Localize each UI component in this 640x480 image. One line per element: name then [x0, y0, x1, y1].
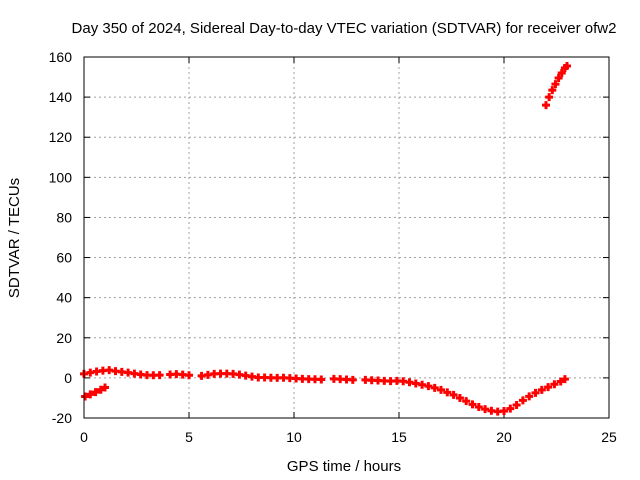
data-point: [554, 74, 563, 83]
data-point: [468, 400, 477, 409]
data-point: [537, 385, 546, 394]
x-tick-label: 10: [286, 429, 302, 445]
data-point: [518, 396, 527, 405]
data-point: [563, 62, 571, 71]
plot-frame: [83, 56, 610, 419]
y-tick-label: 0: [64, 370, 72, 386]
x-tick-label: 15: [391, 429, 407, 445]
data-point: [185, 371, 193, 380]
data-point: [96, 385, 105, 394]
y-tick-label: -20: [52, 410, 72, 426]
data-point: [430, 383, 439, 392]
y-tick-label: 80: [56, 209, 72, 225]
x-tick-label: 25: [601, 429, 617, 445]
data-point: [531, 388, 540, 397]
y-tick-label: 40: [56, 290, 72, 306]
y-tick-label: 160: [49, 49, 73, 65]
data-point: [551, 80, 560, 89]
x-axis-label: GPS time / hours: [287, 458, 401, 475]
y-tick-label: 120: [49, 129, 73, 145]
data-point: [542, 101, 550, 110]
x-tick-label: 0: [80, 429, 88, 445]
data-point: [557, 69, 566, 78]
data-point: [474, 402, 483, 411]
data-point: [443, 388, 452, 397]
data-point: [101, 383, 109, 392]
tick-labels: 0 5 10 15 20 25 -20 0 20 40 60 80 100 120 140 160: [49, 49, 617, 445]
x-tick-label: 5: [185, 429, 193, 445]
data-point: [556, 377, 565, 386]
y-tick-label: 60: [56, 250, 72, 266]
data-point: [560, 375, 569, 384]
data-point: [317, 375, 326, 384]
data-point: [455, 393, 464, 402]
x-tick-label: 20: [496, 429, 512, 445]
y-tick-label: 140: [49, 89, 73, 105]
data-point: [481, 405, 490, 414]
data-point: [500, 406, 508, 415]
data-point: [424, 382, 433, 391]
data-point: [449, 390, 458, 399]
data-point: [525, 392, 534, 401]
data-point: [548, 86, 557, 95]
data-point: [86, 390, 95, 399]
data-point: [348, 375, 357, 384]
data-point: [437, 385, 445, 394]
grid-lines: [84, 57, 609, 418]
y-tick-label: 20: [56, 330, 72, 346]
data-point: [512, 400, 521, 409]
data-point: [462, 397, 471, 406]
data-points: [80, 62, 571, 416]
data-point: [155, 371, 164, 380]
chart-title: Day 350 of 2024, Sidereal Day-to-day VTE…: [72, 20, 617, 37]
data-point: [81, 392, 90, 401]
data-point: [91, 388, 100, 397]
y-tick-label: 100: [49, 169, 73, 185]
data-point: [544, 383, 553, 392]
data-point: [506, 404, 515, 413]
data-point: [550, 380, 559, 389]
data-point: [545, 93, 554, 102]
y-axis-label: SDTVAR / TECUs: [6, 178, 23, 298]
